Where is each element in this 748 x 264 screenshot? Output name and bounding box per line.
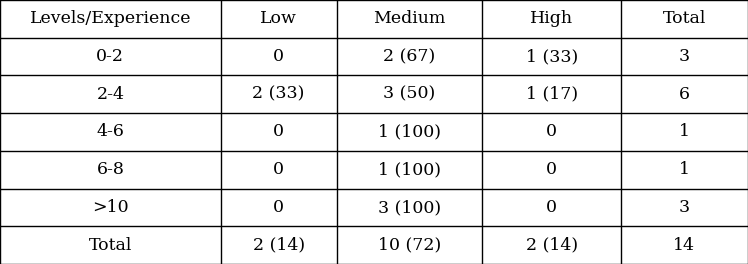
Text: 0-2: 0-2 <box>96 48 124 65</box>
Text: 2-4: 2-4 <box>96 86 124 103</box>
Text: 2 (33): 2 (33) <box>252 86 305 103</box>
Text: High: High <box>530 10 573 27</box>
Text: 1: 1 <box>679 161 690 178</box>
Text: 0: 0 <box>546 199 557 216</box>
Text: >10: >10 <box>92 199 129 216</box>
Text: 14: 14 <box>673 237 696 254</box>
Text: 1 (17): 1 (17) <box>526 86 577 103</box>
Text: 0: 0 <box>273 48 284 65</box>
Text: 0: 0 <box>273 199 284 216</box>
Text: 1 (33): 1 (33) <box>526 48 577 65</box>
Text: 6-8: 6-8 <box>96 161 124 178</box>
Text: 1 (100): 1 (100) <box>378 124 441 140</box>
Text: 0: 0 <box>546 124 557 140</box>
Text: Levels/Experience: Levels/Experience <box>30 10 191 27</box>
Text: 10 (72): 10 (72) <box>378 237 441 254</box>
Text: Total: Total <box>89 237 132 254</box>
Text: Total: Total <box>663 10 706 27</box>
Text: 4-6: 4-6 <box>96 124 124 140</box>
Text: 0: 0 <box>273 124 284 140</box>
Text: Medium: Medium <box>373 10 446 27</box>
Text: Low: Low <box>260 10 297 27</box>
Text: 2 (14): 2 (14) <box>526 237 577 254</box>
Text: 3 (50): 3 (50) <box>384 86 435 103</box>
Text: 1 (100): 1 (100) <box>378 161 441 178</box>
Text: 3: 3 <box>679 199 690 216</box>
Text: 6: 6 <box>679 86 690 103</box>
Text: 3 (100): 3 (100) <box>378 199 441 216</box>
Text: 2 (67): 2 (67) <box>384 48 435 65</box>
Text: 3: 3 <box>679 48 690 65</box>
Text: 0: 0 <box>273 161 284 178</box>
Text: 0: 0 <box>546 161 557 178</box>
Text: 2 (14): 2 (14) <box>253 237 304 254</box>
Text: 1: 1 <box>679 124 690 140</box>
